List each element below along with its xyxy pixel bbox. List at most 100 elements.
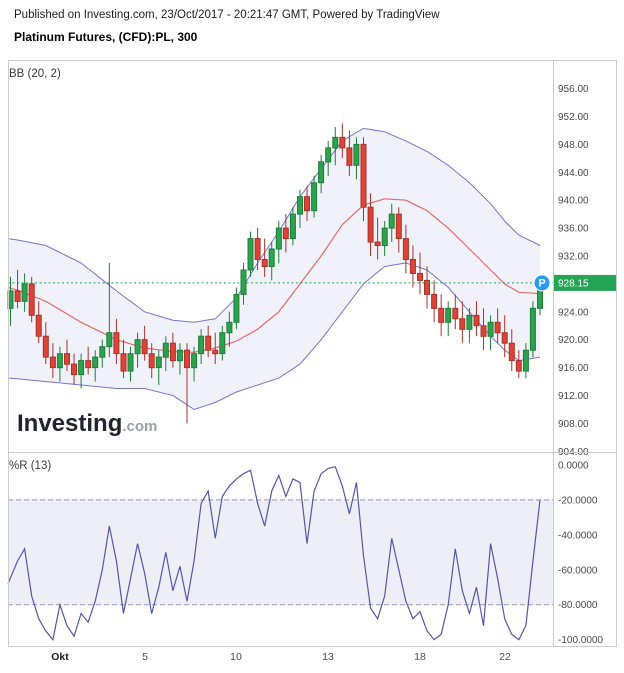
- candle: [367, 193, 374, 256]
- candle-body: [346, 147, 353, 166]
- investing-watermark: Investing.com: [17, 412, 157, 436]
- candle-body: [487, 321, 494, 337]
- candle-body: [35, 314, 42, 337]
- candle-body: [395, 213, 402, 240]
- price-marker[interactable]: P: [533, 274, 551, 292]
- candle-body: [148, 353, 155, 369]
- candle-body: [452, 307, 459, 320]
- candle: [240, 263, 247, 305]
- candle: [64, 339, 70, 372]
- price-tick-label: 936.00: [558, 224, 589, 235]
- candle: [388, 203, 395, 242]
- candle: [346, 130, 353, 176]
- candle-body: [106, 332, 113, 348]
- candle-body: [501, 332, 508, 344]
- time-axis-label[interactable]: 10: [230, 651, 242, 663]
- candle-body: [14, 290, 21, 302]
- candle: [113, 318, 120, 365]
- candle: [21, 273, 28, 312]
- marker-letter: P: [538, 277, 545, 289]
- candle: [311, 175, 318, 218]
- candle: [219, 325, 226, 361]
- time-axis-label[interactable]: 5: [142, 651, 148, 663]
- candle-body: [162, 342, 169, 358]
- price-tick-label: 944.00: [558, 168, 589, 179]
- candle-body: [191, 353, 198, 369]
- price-tick-label: 924.00: [558, 307, 589, 318]
- candle-body: [459, 318, 466, 330]
- wr-line: [7, 465, 541, 642]
- time-axis-label[interactable]: 18: [414, 651, 426, 663]
- time-axis-label[interactable]: 13: [322, 651, 334, 663]
- candle-body: [71, 363, 77, 376]
- candle: [409, 245, 416, 288]
- time-axis-label[interactable]: 22: [499, 651, 511, 663]
- candle: [402, 224, 409, 274]
- candle: [360, 137, 367, 222]
- candle-body: [28, 283, 35, 316]
- candle: [141, 325, 148, 361]
- candle-body: [311, 182, 318, 212]
- price-tick-label: 940.00: [558, 196, 589, 207]
- candle: [487, 315, 494, 351]
- candle: [56, 346, 63, 382]
- published-line: Published on Investing.com, 23/Oct/2017 …: [14, 9, 440, 21]
- candle: [332, 127, 339, 166]
- main-panel: 956.00 952.00 948.00 944.00 940.00 936.00 932.…: [0, 60, 624, 458]
- candle: [466, 308, 473, 344]
- candle-body: [466, 314, 473, 330]
- time-axis[interactable]: Okt 5 10 13 18 22: [0, 647, 624, 673]
- candle-body: [78, 360, 85, 376]
- candle-body: [120, 353, 127, 372]
- wr-indicator-label[interactable]: %R (13): [9, 460, 52, 472]
- candle: [71, 353, 77, 385]
- price-tick-label: 916.00: [558, 363, 589, 374]
- wr-axis[interactable]: 0.0000 -20.0000 -40.0000 -60.0000 -80.0000 -1…: [558, 460, 603, 646]
- price-tick-label: 912.00: [558, 391, 589, 402]
- candle-body: [445, 307, 452, 323]
- candle-body: [282, 227, 289, 240]
- wr-tick-label: -40.0000: [558, 530, 598, 541]
- candle-body: [297, 196, 303, 215]
- time-axis-label[interactable]: Okt: [51, 651, 69, 663]
- candle-body: [198, 335, 205, 355]
- candle: [282, 214, 289, 253]
- bb-indicator-label[interactable]: BB (20, 2): [9, 68, 61, 80]
- candle-body: [155, 356, 162, 369]
- candle: [431, 280, 438, 323]
- bollinger-middle-line: [7, 198, 541, 353]
- candle: [233, 287, 240, 330]
- candle-body: [184, 349, 190, 369]
- watermark-suffix: .com: [122, 418, 158, 435]
- candle-body: [388, 213, 395, 229]
- candle-body: [212, 349, 219, 355]
- candle: [445, 301, 452, 337]
- candle: [35, 301, 42, 344]
- candle: [14, 270, 21, 309]
- candle-body: [268, 248, 275, 267]
- candle-body: [522, 349, 529, 372]
- candle-body: [64, 353, 70, 365]
- candle-body: [254, 238, 261, 261]
- candle-body: [438, 307, 445, 323]
- marker-circle: [533, 274, 551, 292]
- wr-chart[interactable]: 0.0000 -20.0000 -40.0000 -60.0000 -80.0000 -1…: [0, 452, 624, 647]
- candle-body: [473, 314, 480, 327]
- candle: [198, 329, 205, 365]
- candle-body: [85, 360, 92, 369]
- price-axis[interactable]: 956.00 952.00 948.00 944.00 940.00 936.00 932.…: [558, 84, 589, 458]
- candle-body: [515, 360, 522, 372]
- wr-tick-label: -60.0000: [558, 565, 598, 576]
- watermark-brand: Investing: [17, 410, 123, 437]
- candle: [325, 140, 332, 176]
- candle-body: [508, 342, 515, 362]
- candle-body: [529, 307, 536, 351]
- candle: [374, 217, 381, 260]
- candle: [529, 301, 536, 358]
- candle: [417, 252, 423, 295]
- candle: [473, 301, 480, 337]
- candle: [353, 137, 360, 180]
- price-chart[interactable]: 956.00 952.00 948.00 944.00 940.00 936.00 932.…: [0, 60, 624, 458]
- last-price-label: 928.15: [554, 274, 617, 291]
